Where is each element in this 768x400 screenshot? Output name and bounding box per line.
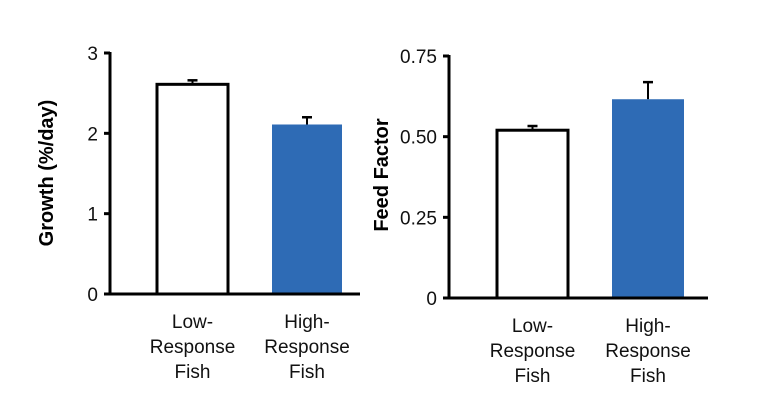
y-tick-label: 0.25 (400, 208, 437, 229)
y-tick-label: 1 (87, 205, 98, 226)
x-tick-label: High- (284, 312, 329, 333)
x-tick-label: High- (625, 316, 670, 337)
y-tick-label: 0 (87, 285, 98, 306)
chart-2: Low- Response Fish High- Response Fish 0 0.25 0.… (371, 47, 708, 387)
x-tick-label: Fish (630, 366, 666, 387)
y-axis-label: Growth (%/day) (36, 100, 58, 247)
x-tick-label: Low- (172, 312, 213, 333)
y-tick-label: 2 (87, 124, 98, 145)
bar (155, 82, 230, 296)
bar (612, 99, 684, 298)
chart-1: Low- Response Fish High- Response Fish 0 1 2 3 Gro… (36, 44, 360, 383)
x-tick-label: Response (490, 341, 576, 362)
x-tick-label: Low- (512, 316, 553, 337)
x-tick-label: Fish (175, 362, 211, 383)
x-tick-label: Response (605, 341, 691, 362)
y-axis-label: Feed Factor (371, 118, 393, 232)
x-tick-label: Fish (289, 362, 325, 383)
y-tick-label: 0 (426, 289, 437, 310)
x-tick-label: Response (150, 337, 236, 358)
bar (495, 128, 570, 300)
x-tick-label: Response (264, 337, 350, 358)
bar (272, 124, 342, 294)
y-tick-label: 0.50 (400, 128, 437, 149)
y-tick-label: 0.75 (400, 47, 437, 68)
x-tick-label: Fish (515, 366, 551, 387)
y-tick-label: 3 (87, 44, 98, 65)
